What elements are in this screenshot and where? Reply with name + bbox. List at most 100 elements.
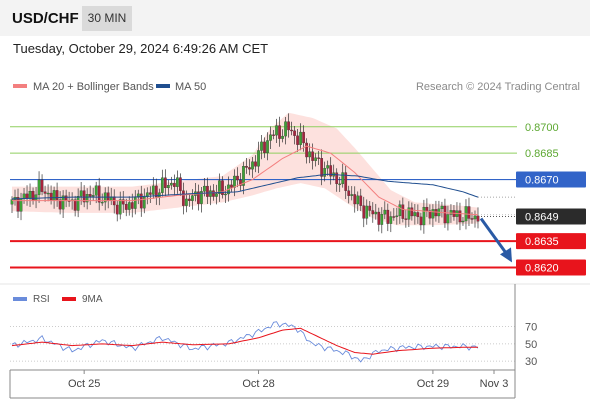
candle-body	[299, 131, 302, 145]
candle-body	[64, 195, 68, 201]
candle-body	[419, 216, 423, 226]
candle-body	[160, 177, 164, 193]
rsi-tick-label: 50	[525, 339, 537, 351]
ma20-line	[12, 145, 479, 216]
candle-body	[40, 179, 44, 192]
candle-body	[233, 175, 236, 188]
legend-rsi-ma: 9MA	[62, 294, 103, 305]
candle-body	[191, 195, 194, 201]
candle-body	[254, 161, 257, 167]
candle-body	[124, 204, 128, 210]
candle-body	[353, 194, 357, 205]
candle-body	[25, 193, 29, 199]
candle-body	[293, 130, 296, 136]
candle-body	[323, 168, 327, 177]
candle-body	[386, 209, 390, 224]
candle-body	[82, 190, 86, 203]
candle-body	[200, 191, 203, 204]
forecast-arrow-head	[500, 247, 512, 263]
candle-body	[329, 165, 333, 177]
candle-body	[91, 195, 95, 197]
chart-timestamp: Tuesday, October 29, 2024 6:49:26 AM CET	[13, 41, 269, 56]
candle-body	[142, 196, 146, 209]
candle-body	[176, 177, 179, 187]
rsi-panel: 70 50 30	[0, 283, 590, 368]
candle-body	[130, 202, 134, 209]
candle-body	[356, 195, 360, 205]
instrument-title: USD/CHF	[12, 10, 79, 27]
candle-body	[440, 205, 444, 210]
candle-body	[154, 185, 158, 198]
candle-body	[179, 177, 182, 191]
candle-body	[34, 194, 38, 201]
candle-body	[404, 218, 408, 220]
candle-body	[314, 157, 318, 161]
price-label-box-current	[516, 208, 586, 225]
candle-body	[151, 185, 155, 195]
candle-body	[431, 209, 435, 219]
candle-body	[163, 177, 167, 189]
candle-body	[263, 141, 266, 154]
timeframe-button[interactable]: 30 MIN	[82, 6, 132, 31]
candle-body	[85, 194, 89, 203]
candle-body	[28, 190, 32, 199]
candle-body	[172, 183, 176, 187]
legend-rsi: RSI	[13, 294, 50, 305]
forecast-arrow-shaft	[479, 217, 509, 256]
candle-body	[278, 125, 281, 139]
candle-body	[37, 179, 41, 195]
candle-body	[269, 134, 272, 141]
time-axis: Oct 25 Oct 28 Oct 29 Nov 3	[9, 284, 516, 399]
candle-body	[251, 161, 254, 170]
price-label-current: 0.8649	[525, 211, 559, 223]
candle-body	[368, 205, 372, 211]
candle-body	[209, 190, 212, 197]
rsi-ma-line	[11, 327, 478, 355]
price-label-support: 0.8635	[525, 236, 559, 248]
candle-body	[100, 201, 104, 204]
candle-body	[380, 214, 384, 225]
candle-body	[148, 192, 152, 195]
candle-body	[73, 199, 77, 211]
candle-body	[416, 212, 420, 218]
candle-body	[197, 191, 200, 204]
candle-body	[52, 190, 56, 201]
rsi-ma-legend-label: 9MA	[82, 294, 103, 305]
candle-body	[284, 121, 287, 137]
candle-body	[49, 192, 53, 201]
candle-body	[94, 185, 98, 196]
candle-body	[470, 218, 474, 220]
candle-body	[320, 158, 324, 177]
candle-body	[428, 210, 432, 219]
candle-body	[461, 220, 465, 223]
candle-body	[230, 184, 233, 188]
ma20-legend-label: MA 20 + Bollinger Bands	[33, 81, 154, 93]
candle-body	[359, 195, 363, 206]
candle-body	[79, 190, 83, 197]
candle-body	[248, 167, 251, 170]
candle-body	[88, 194, 92, 197]
candle-body	[425, 206, 429, 211]
rsi-legend-swatch	[13, 297, 27, 301]
rsi-ma-legend-swatch	[62, 297, 76, 301]
candle-body	[157, 192, 161, 198]
candle-body	[275, 125, 278, 136]
time-axis-label: Oct 29	[417, 378, 449, 390]
time-axis-label: Nov 3	[480, 378, 509, 390]
candle-body	[344, 172, 348, 191]
candle-body	[76, 196, 80, 211]
ma50-legend-label: MA 50	[175, 81, 206, 93]
candle-body	[133, 197, 137, 209]
candle-body	[46, 192, 50, 195]
price-label-box-support	[516, 259, 586, 276]
candle-body	[422, 206, 426, 226]
candle-body	[203, 185, 206, 192]
candle-body	[410, 207, 414, 217]
candle-body	[341, 172, 345, 185]
legend-ma20: MA 20 + Bollinger Bands	[13, 81, 154, 93]
candle-body	[365, 205, 369, 219]
candle-body	[242, 166, 245, 186]
candle-body	[224, 193, 227, 196]
candle-body	[371, 210, 375, 215]
